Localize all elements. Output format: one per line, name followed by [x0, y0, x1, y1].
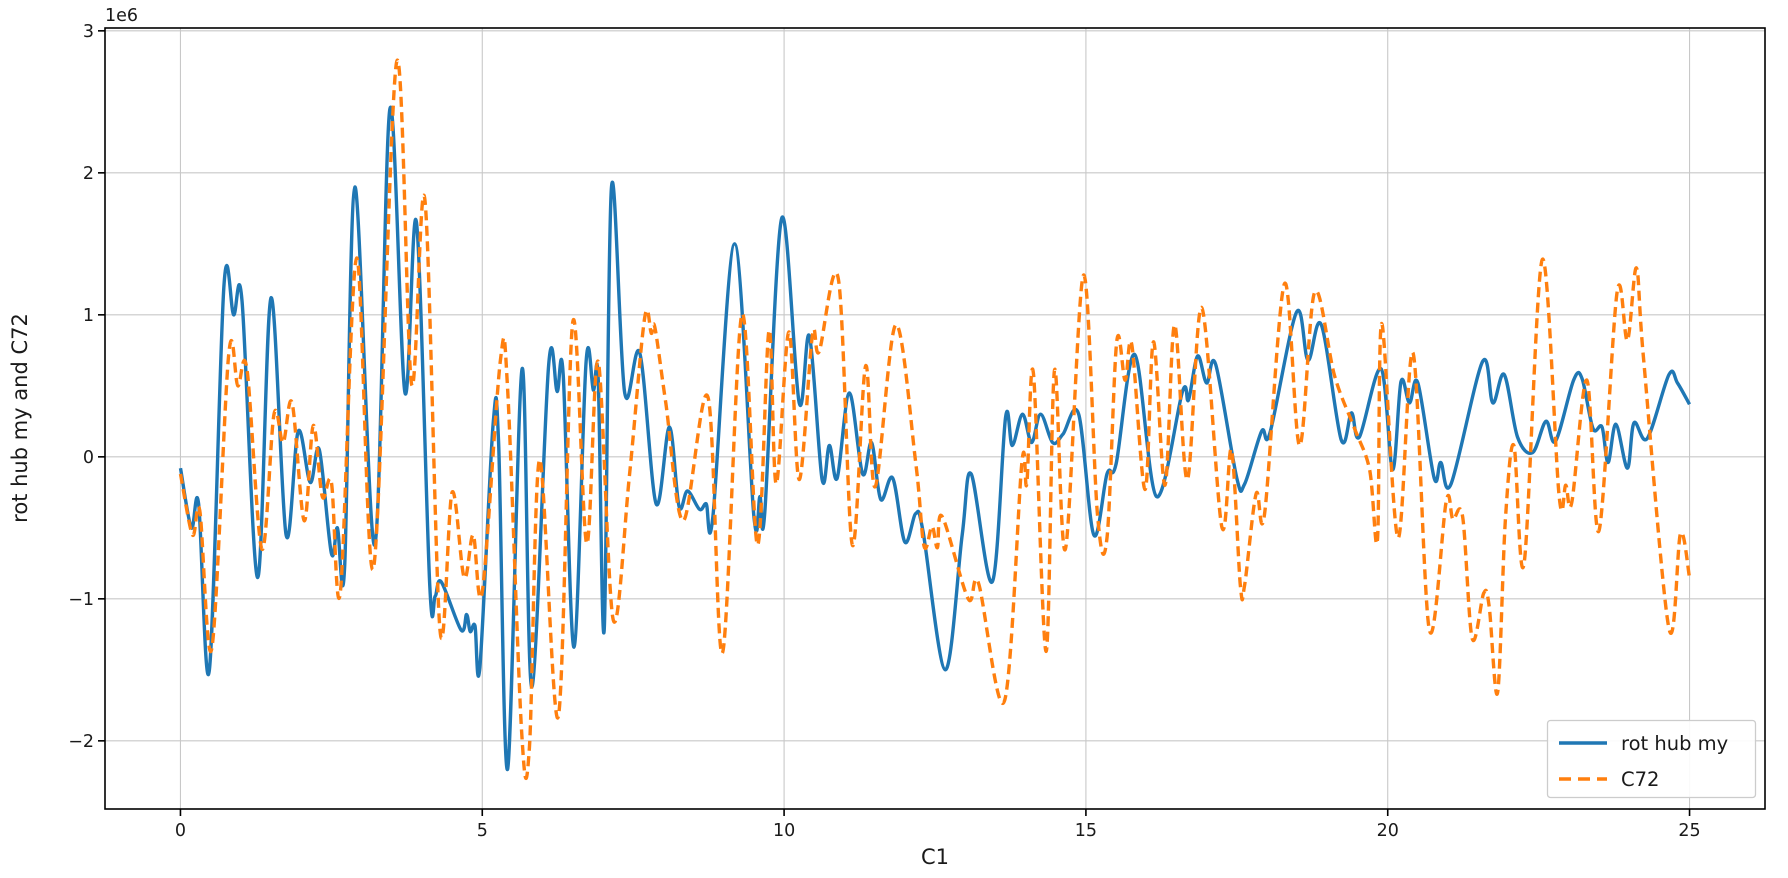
legend: rot hub my C72 — [1546, 719, 1757, 799]
y-tick-label: −1 — [68, 590, 94, 610]
x-tick-label: 15 — [1075, 821, 1097, 841]
legend-label-rot-hub-my: rot hub my — [1621, 732, 1728, 755]
y-tick-label: 1 — [83, 306, 94, 326]
x-tick-label: 10 — [773, 821, 795, 841]
plot-border — [104, 27, 1766, 810]
y-axis-offset-text: 1e6 — [105, 6, 138, 26]
series-line-rot-hub-my — [178, 105, 1691, 771]
y-tick-label: 2 — [83, 164, 94, 184]
x-axis-label: C1 — [921, 845, 949, 869]
grid — [105, 28, 1765, 809]
y-tick-label: 3 — [83, 22, 94, 42]
x-tick-label: 20 — [1377, 821, 1399, 841]
legend-label-c72: C72 — [1621, 768, 1659, 791]
x-tick-label: 25 — [1678, 821, 1700, 841]
tick-marks — [98, 30, 1691, 816]
x-tick-label: 5 — [477, 821, 488, 841]
tick-labels: 0 5 10 15 20 25 −2 −1 0 1 2 3 — [68, 22, 1700, 841]
x-tick-label: 0 — [175, 821, 186, 841]
y-tick-label: 0 — [83, 448, 94, 468]
y-axis-label: rot hub my and C72 — [8, 313, 32, 523]
series-line-c72 — [178, 58, 1692, 781]
y-tick-label: −2 — [68, 732, 94, 752]
